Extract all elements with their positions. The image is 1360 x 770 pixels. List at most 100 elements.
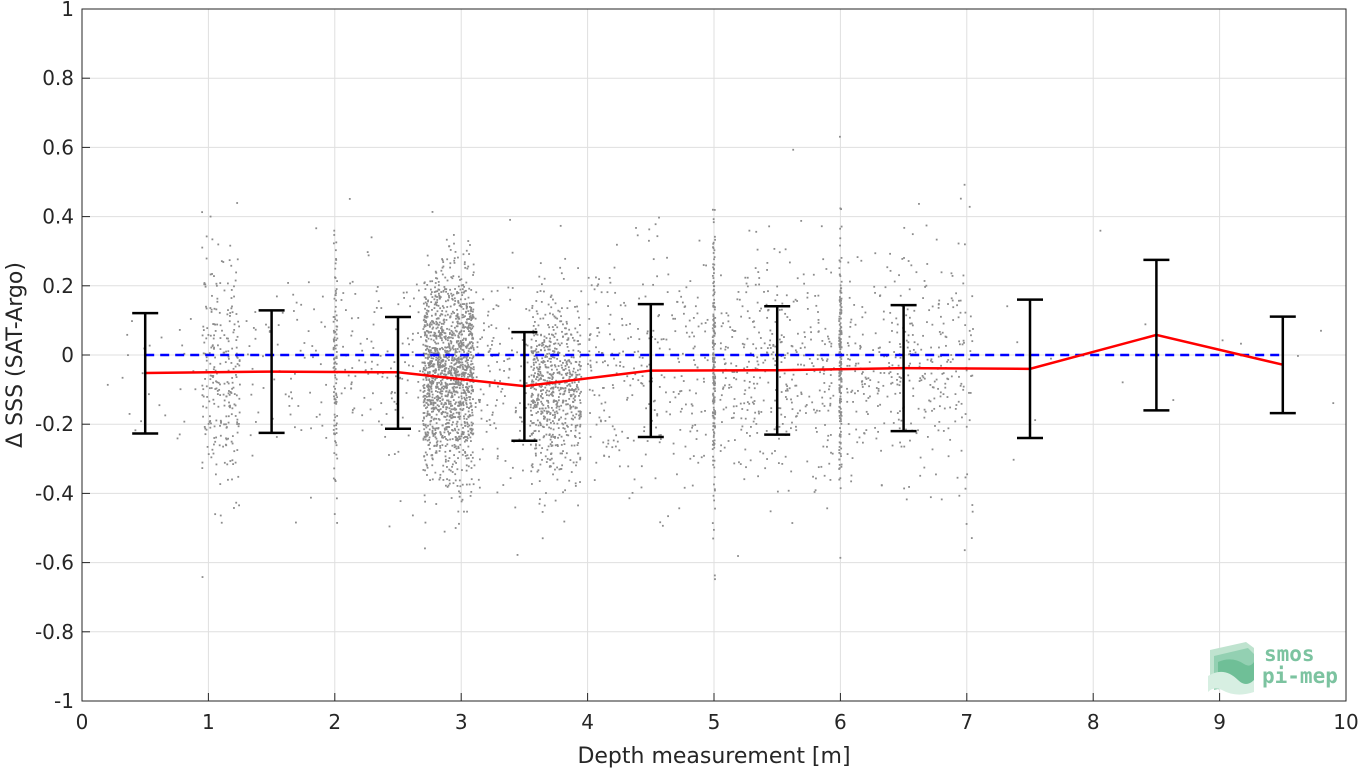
- scatter-point: [463, 263, 466, 266]
- scatter-point: [457, 428, 460, 431]
- scatter-point: [722, 387, 724, 390]
- scatter-point: [461, 288, 464, 291]
- scatter-point: [543, 349, 546, 352]
- scatter-point: [838, 273, 841, 276]
- scatter-point: [774, 364, 777, 367]
- scatter-point: [879, 294, 882, 297]
- scatter-point: [429, 403, 432, 406]
- scatter-point: [839, 308, 842, 311]
- scatter-point: [442, 385, 445, 388]
- scatter-point: [432, 410, 435, 413]
- scatter-point: [536, 376, 539, 378]
- scatter-point: [453, 357, 456, 360]
- scatter-point: [840, 363, 843, 365]
- scatter-point: [601, 352, 603, 354]
- scatter-point: [849, 325, 852, 328]
- scatter-point: [421, 361, 424, 364]
- scatter-point: [491, 340, 494, 342]
- scatter-point: [662, 338, 665, 340]
- scatter-point: [574, 416, 576, 419]
- scatter-point: [265, 323, 267, 326]
- scatter-point: [768, 225, 771, 228]
- scatter-point: [855, 428, 858, 431]
- scatter-point: [178, 329, 181, 331]
- scatter-point: [776, 294, 779, 296]
- scatter-point: [440, 386, 443, 389]
- scatter-point: [826, 360, 828, 362]
- scatter-point: [713, 373, 716, 376]
- scatter-point: [448, 389, 451, 392]
- scatter-point: [540, 400, 543, 403]
- scatter-point: [434, 427, 436, 430]
- scatter-point: [336, 415, 339, 417]
- scatter-point: [217, 405, 220, 408]
- scatter-point: [427, 350, 430, 353]
- scatter-point: [228, 401, 230, 404]
- scatter-point: [444, 460, 447, 463]
- scatter-point: [579, 458, 582, 461]
- scatter-point: [438, 368, 440, 371]
- scatter-point: [445, 238, 448, 241]
- scatter-point: [558, 382, 561, 384]
- scatter-point: [254, 421, 257, 423]
- scatter-point: [435, 377, 438, 379]
- scatter-point: [433, 352, 436, 355]
- scatter-point: [839, 412, 842, 415]
- scatter-point: [714, 332, 716, 335]
- scatter-point: [651, 380, 653, 383]
- scatter-point: [425, 463, 428, 466]
- scatter-point: [351, 411, 354, 414]
- scatter-point: [524, 392, 527, 395]
- scatter-point: [503, 369, 505, 372]
- scatter-point: [431, 458, 434, 461]
- scatter-point: [210, 422, 212, 425]
- scatter-point: [511, 337, 513, 340]
- scatter-point: [931, 305, 934, 308]
- scatter-point: [477, 352, 480, 355]
- scatter-point: [334, 416, 337, 419]
- scatter-point: [447, 460, 450, 462]
- scatter-point: [574, 376, 577, 379]
- scatter-point: [453, 383, 456, 385]
- scatter-point: [857, 362, 860, 365]
- scatter-point: [684, 325, 687, 328]
- scatter-point: [576, 386, 579, 389]
- scatter-point: [446, 466, 448, 468]
- scatter-point: [424, 424, 427, 427]
- scatter-point: [474, 402, 477, 404]
- scatter-point: [569, 389, 572, 392]
- scatter-point: [554, 382, 557, 385]
- scatter-point: [446, 352, 448, 355]
- scatter-point: [425, 395, 428, 398]
- scatter-point: [971, 504, 974, 506]
- scatter-point: [436, 440, 439, 443]
- scatter-point: [424, 364, 427, 367]
- scatter-point: [557, 365, 560, 367]
- scatter-point: [556, 326, 559, 329]
- scatter-point: [466, 454, 469, 457]
- scatter-point: [550, 333, 553, 336]
- scatter-point: [277, 324, 280, 326]
- scatter-point: [287, 282, 289, 284]
- scatter-point: [847, 423, 850, 425]
- scatter-point: [426, 347, 429, 350]
- scatter-point: [467, 350, 470, 352]
- scatter-point: [442, 464, 445, 467]
- error-bar: [511, 330, 538, 443]
- scatter-point: [536, 366, 538, 369]
- scatter-point: [564, 333, 567, 336]
- scatter-point: [712, 266, 714, 269]
- scatter-point: [428, 361, 431, 364]
- scatter-point: [235, 394, 238, 397]
- scatter-point: [426, 406, 429, 409]
- scatter-point: [426, 474, 428, 476]
- scatter-point: [471, 367, 473, 370]
- scatter-point: [824, 343, 826, 346]
- scatter-point: [450, 373, 452, 376]
- scatter-point: [783, 357, 786, 359]
- scatter-point: [344, 368, 347, 371]
- scatter-point: [874, 332, 877, 335]
- scatter-point: [376, 286, 379, 288]
- scatter-point: [235, 339, 238, 341]
- scatter-point: [367, 372, 370, 375]
